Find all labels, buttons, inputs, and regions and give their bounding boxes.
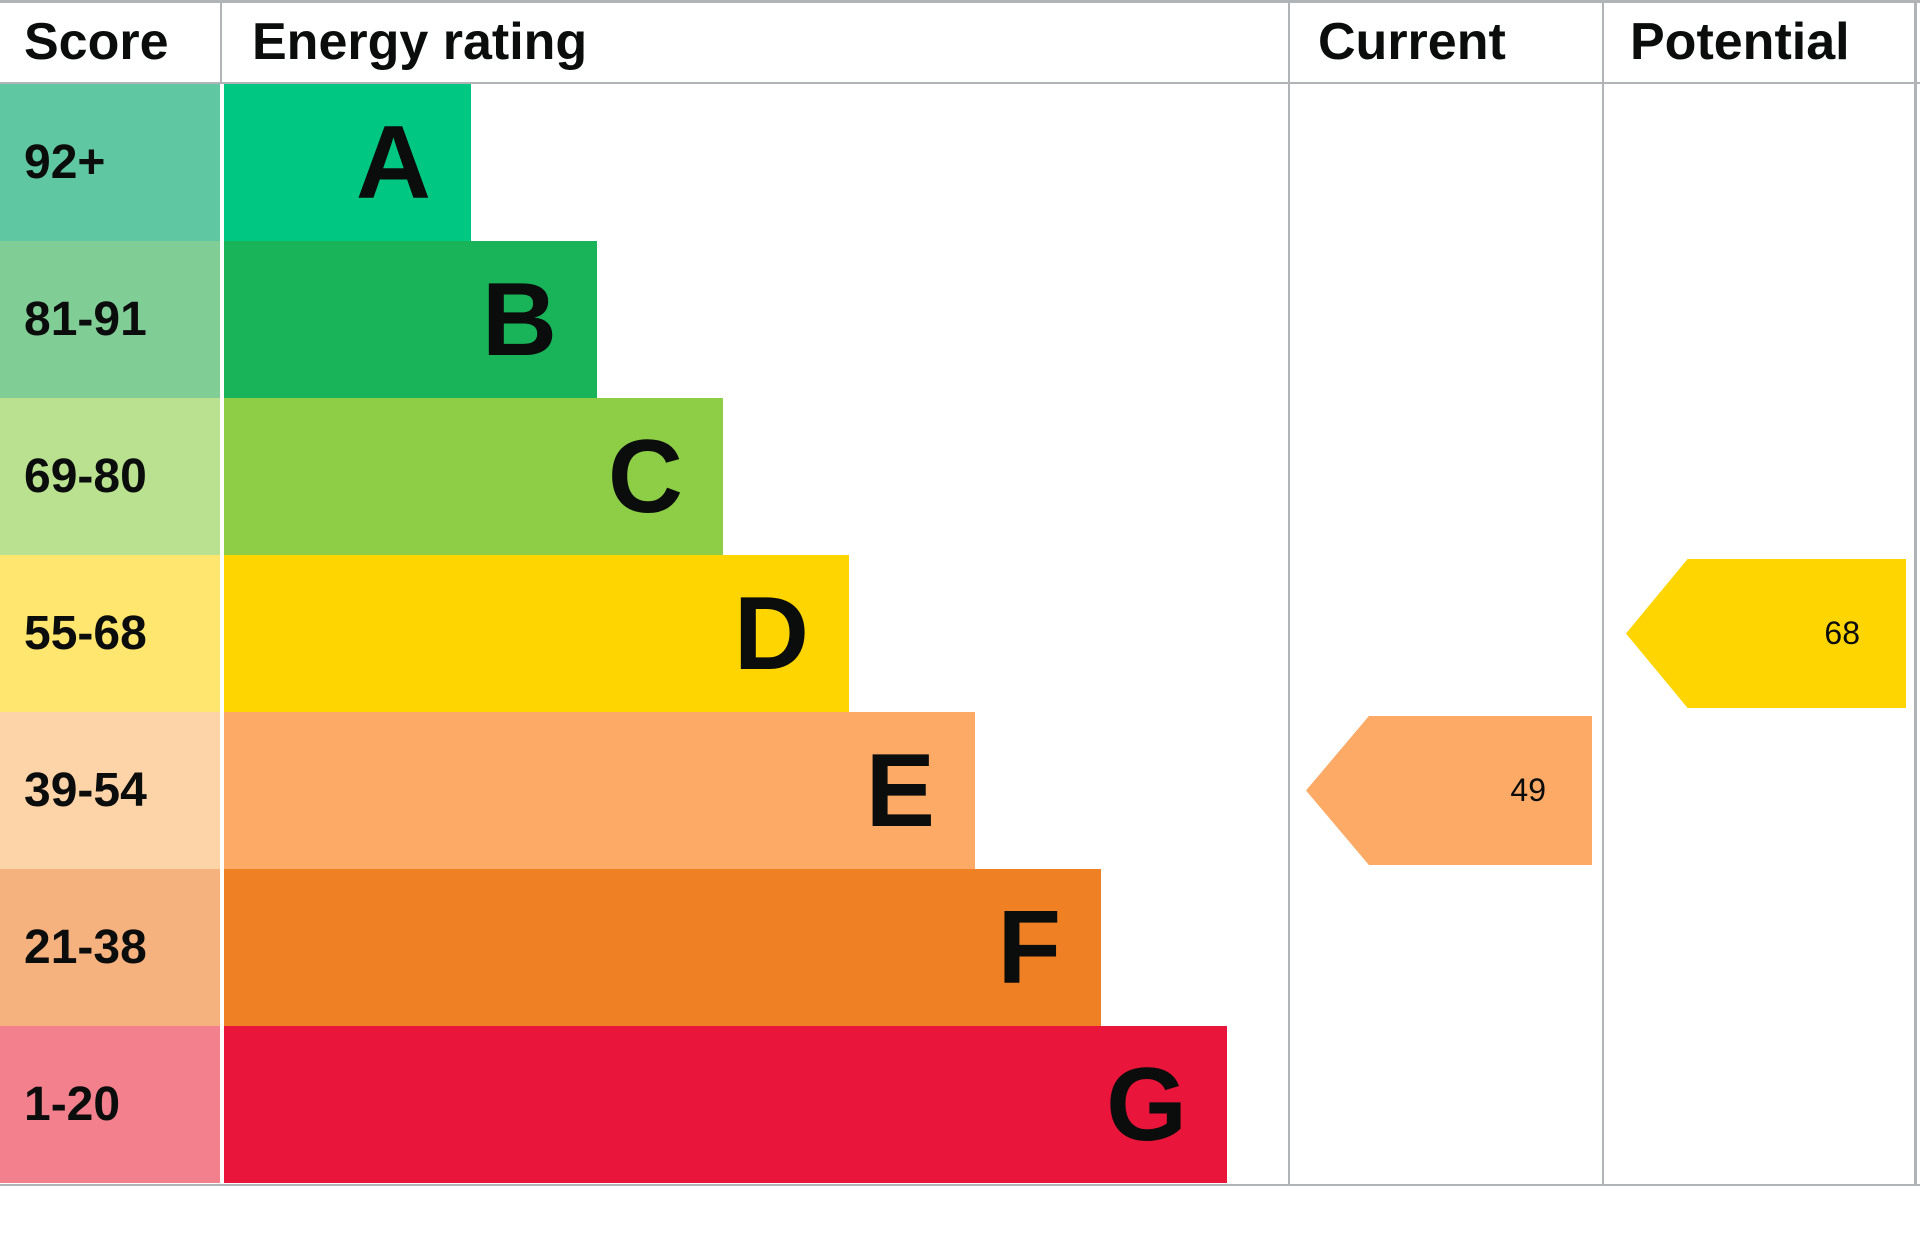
score-range-label: 55-68: [24, 607, 147, 660]
score-cell: 69-80: [0, 398, 220, 555]
energy-band-bar: G: [224, 1026, 1227, 1183]
energy-rating-column-header: Energy rating: [252, 13, 588, 71]
score-range-label: 81-91: [24, 293, 147, 346]
energy-band-bar: C: [224, 398, 723, 555]
score-header-divider: [220, 0, 222, 84]
band-row-e: 39-54 E: [0, 712, 1290, 869]
potential-column-divider: [1602, 0, 1604, 1186]
potential-column-header: Potential: [1630, 13, 1850, 71]
bottom-border: [0, 1184, 1920, 1186]
energy-band-bar: F: [224, 869, 1101, 1026]
band-row-g: 1-20 G: [0, 1026, 1290, 1183]
score-range-label: 92+: [24, 136, 106, 189]
band-row-c: 69-80 C: [0, 398, 1290, 555]
score-column-header: Score: [24, 13, 169, 71]
band-letter: F: [997, 889, 1061, 1006]
band-letter: A: [355, 104, 431, 221]
current-column-header: Current: [1318, 13, 1506, 71]
band-letter: E: [865, 732, 935, 849]
header-divider: [0, 82, 1920, 84]
energy-band-bar: B: [224, 241, 597, 398]
potential-arrow: 68: [1626, 559, 1906, 708]
band-letter: B: [481, 261, 557, 378]
band-letter: G: [1106, 1046, 1187, 1163]
band-row-b: 81-91 B: [0, 241, 1290, 398]
band-letter: D: [733, 575, 809, 692]
band-row-a: 92+ A: [0, 84, 1290, 241]
score-range-label: 21-38: [24, 921, 147, 974]
energy-band-bar: E: [224, 712, 975, 869]
current-value: 49: [1510, 772, 1546, 808]
band-row-f: 21-38 F: [0, 869, 1290, 1026]
current-column-divider: [1288, 0, 1290, 1186]
score-cell: 1-20: [0, 1026, 220, 1183]
right-border: [1914, 0, 1917, 1186]
score-range-label: 39-54: [24, 764, 147, 817]
band-row-d: 55-68 D: [0, 555, 1290, 712]
potential-value: 68: [1824, 615, 1860, 651]
score-cell: 92+: [0, 84, 220, 241]
score-range-label: 1-20: [24, 1078, 121, 1131]
energy-band-bar: D: [224, 555, 849, 712]
score-range-label: 69-80: [24, 450, 147, 503]
top-border: [0, 0, 1920, 3]
score-cell: 81-91: [0, 241, 220, 398]
score-cell: 39-54: [0, 712, 220, 869]
score-cell: 21-38: [0, 869, 220, 1026]
score-cell: 55-68: [0, 555, 220, 712]
band-letter: C: [607, 418, 683, 535]
current-arrow: 49: [1306, 716, 1592, 865]
energy-band-bar: A: [224, 84, 471, 241]
